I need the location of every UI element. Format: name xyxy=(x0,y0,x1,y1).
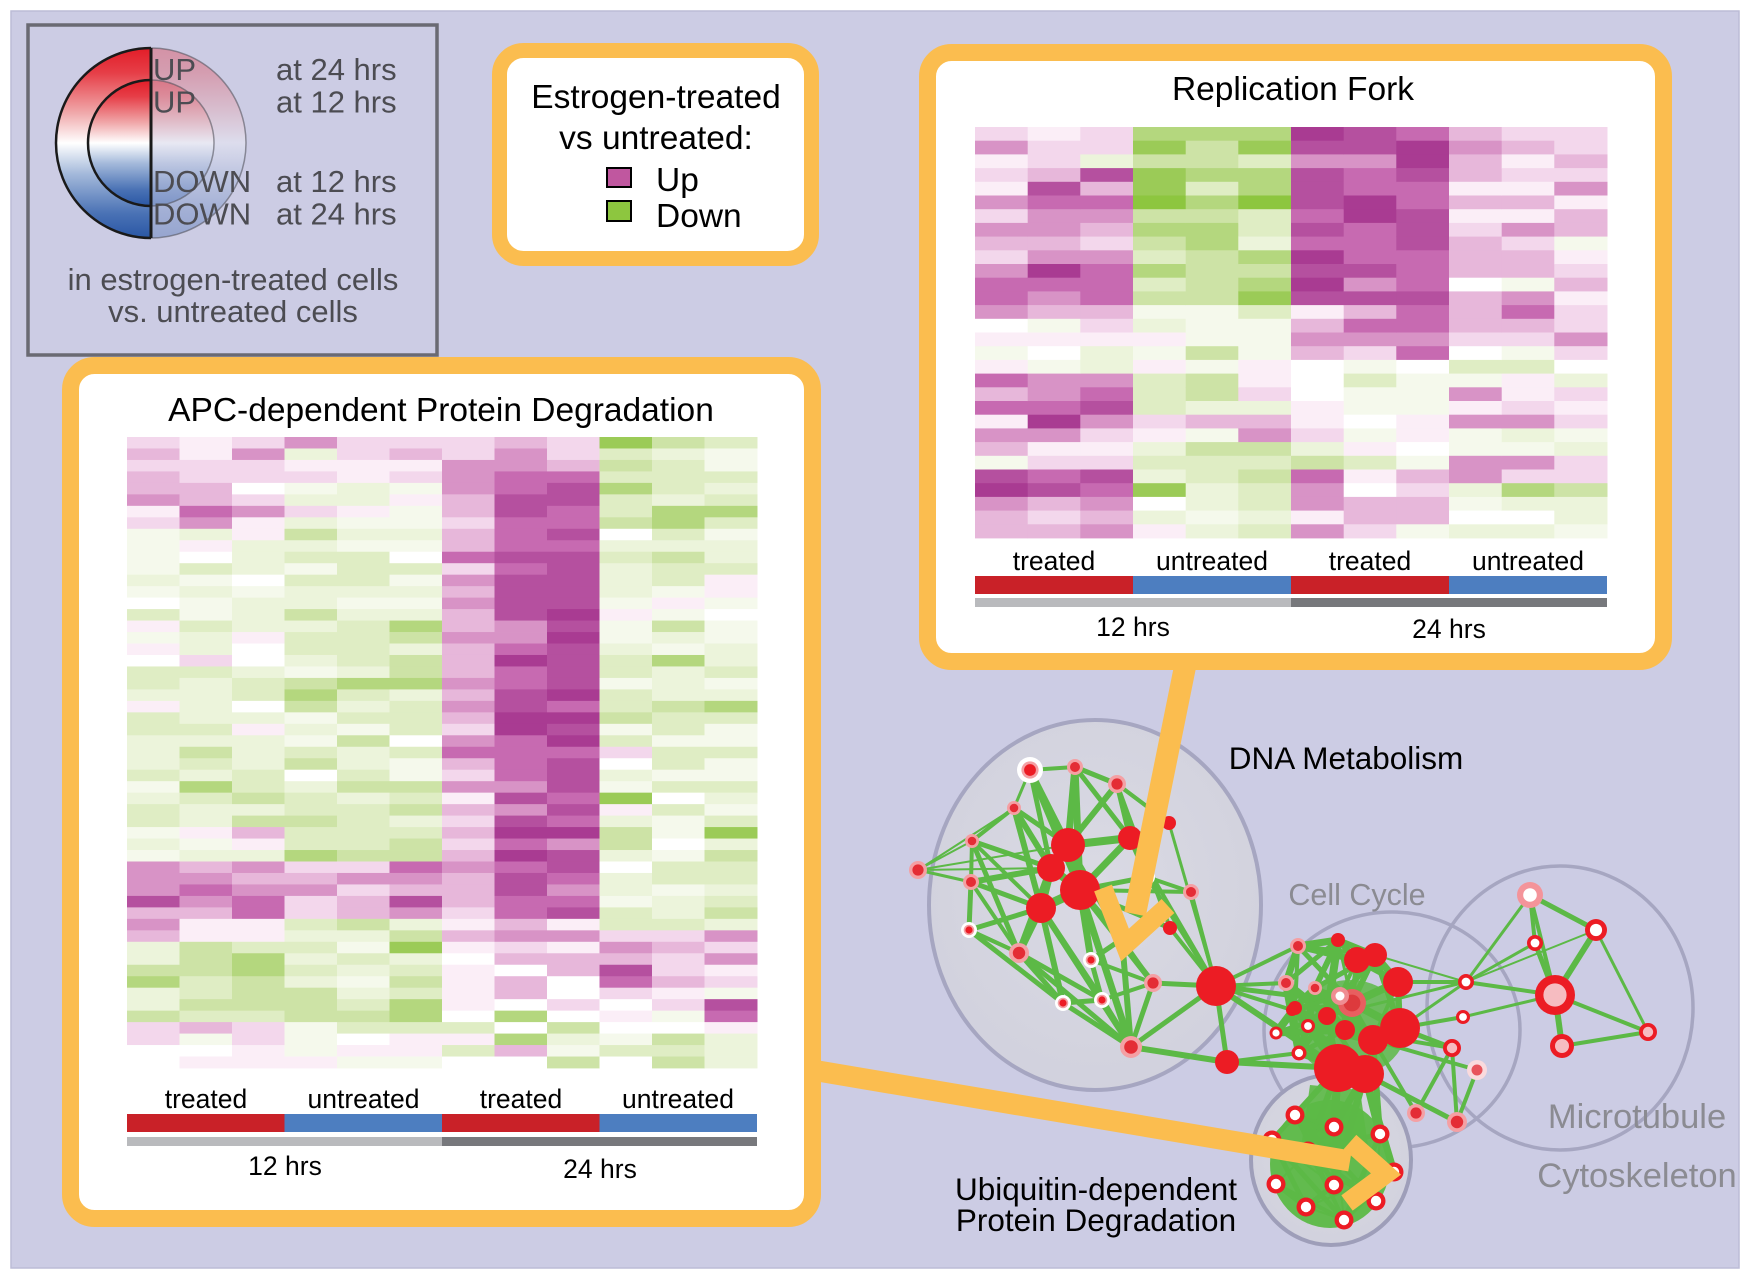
svg-text:APC-dependent Protein Degradat: APC-dependent Protein Degradation xyxy=(168,392,714,429)
svg-text:Protein Degradation: Protein Degradation xyxy=(956,1202,1236,1238)
svg-text:DOWN: DOWN xyxy=(153,164,251,199)
svg-text:at 12 hrs: at 12 hrs xyxy=(276,164,397,199)
svg-text:Down: Down xyxy=(656,198,742,235)
svg-text:at 24 hrs: at 24 hrs xyxy=(276,197,397,232)
svg-text:12 hrs: 12 hrs xyxy=(248,1151,322,1181)
svg-text:UP: UP xyxy=(153,85,196,120)
svg-text:treated: treated xyxy=(1013,546,1096,576)
svg-text:DNA Metabolism: DNA Metabolism xyxy=(1229,740,1464,776)
svg-text:Cell Cycle: Cell Cycle xyxy=(1288,878,1425,912)
svg-text:Up: Up xyxy=(656,162,699,199)
svg-text:vs. untreated cells: vs. untreated cells xyxy=(108,294,358,329)
svg-text:12 hrs: 12 hrs xyxy=(1096,612,1170,642)
svg-text:Cytoskeleton: Cytoskeleton xyxy=(1537,1157,1736,1195)
svg-text:Ubiquitin-dependent: Ubiquitin-dependent xyxy=(955,1171,1237,1207)
svg-text:untreated: untreated xyxy=(1156,546,1268,576)
svg-text:in estrogen-treated cells: in estrogen-treated cells xyxy=(68,262,399,297)
svg-text:Estrogen-treated: Estrogen-treated xyxy=(531,79,781,116)
svg-text:24 hrs: 24 hrs xyxy=(1412,614,1486,644)
svg-text:UP: UP xyxy=(153,52,196,87)
svg-text:Replication Fork: Replication Fork xyxy=(1172,71,1414,108)
svg-text:untreated: untreated xyxy=(1472,546,1584,576)
svg-text:vs untreated:: vs untreated: xyxy=(559,120,753,157)
svg-text:treated: treated xyxy=(165,1084,248,1114)
svg-text:untreated: untreated xyxy=(308,1084,420,1114)
svg-text:untreated: untreated xyxy=(622,1084,734,1114)
svg-text:treated: treated xyxy=(480,1084,563,1114)
svg-text:DOWN: DOWN xyxy=(153,197,251,232)
svg-text:24 hrs: 24 hrs xyxy=(563,1154,637,1184)
svg-text:at 24 hrs: at 24 hrs xyxy=(276,52,397,87)
svg-text:Microtubule: Microtubule xyxy=(1548,1098,1726,1136)
svg-text:at 12 hrs: at 12 hrs xyxy=(276,85,397,120)
svg-text:treated: treated xyxy=(1329,546,1412,576)
